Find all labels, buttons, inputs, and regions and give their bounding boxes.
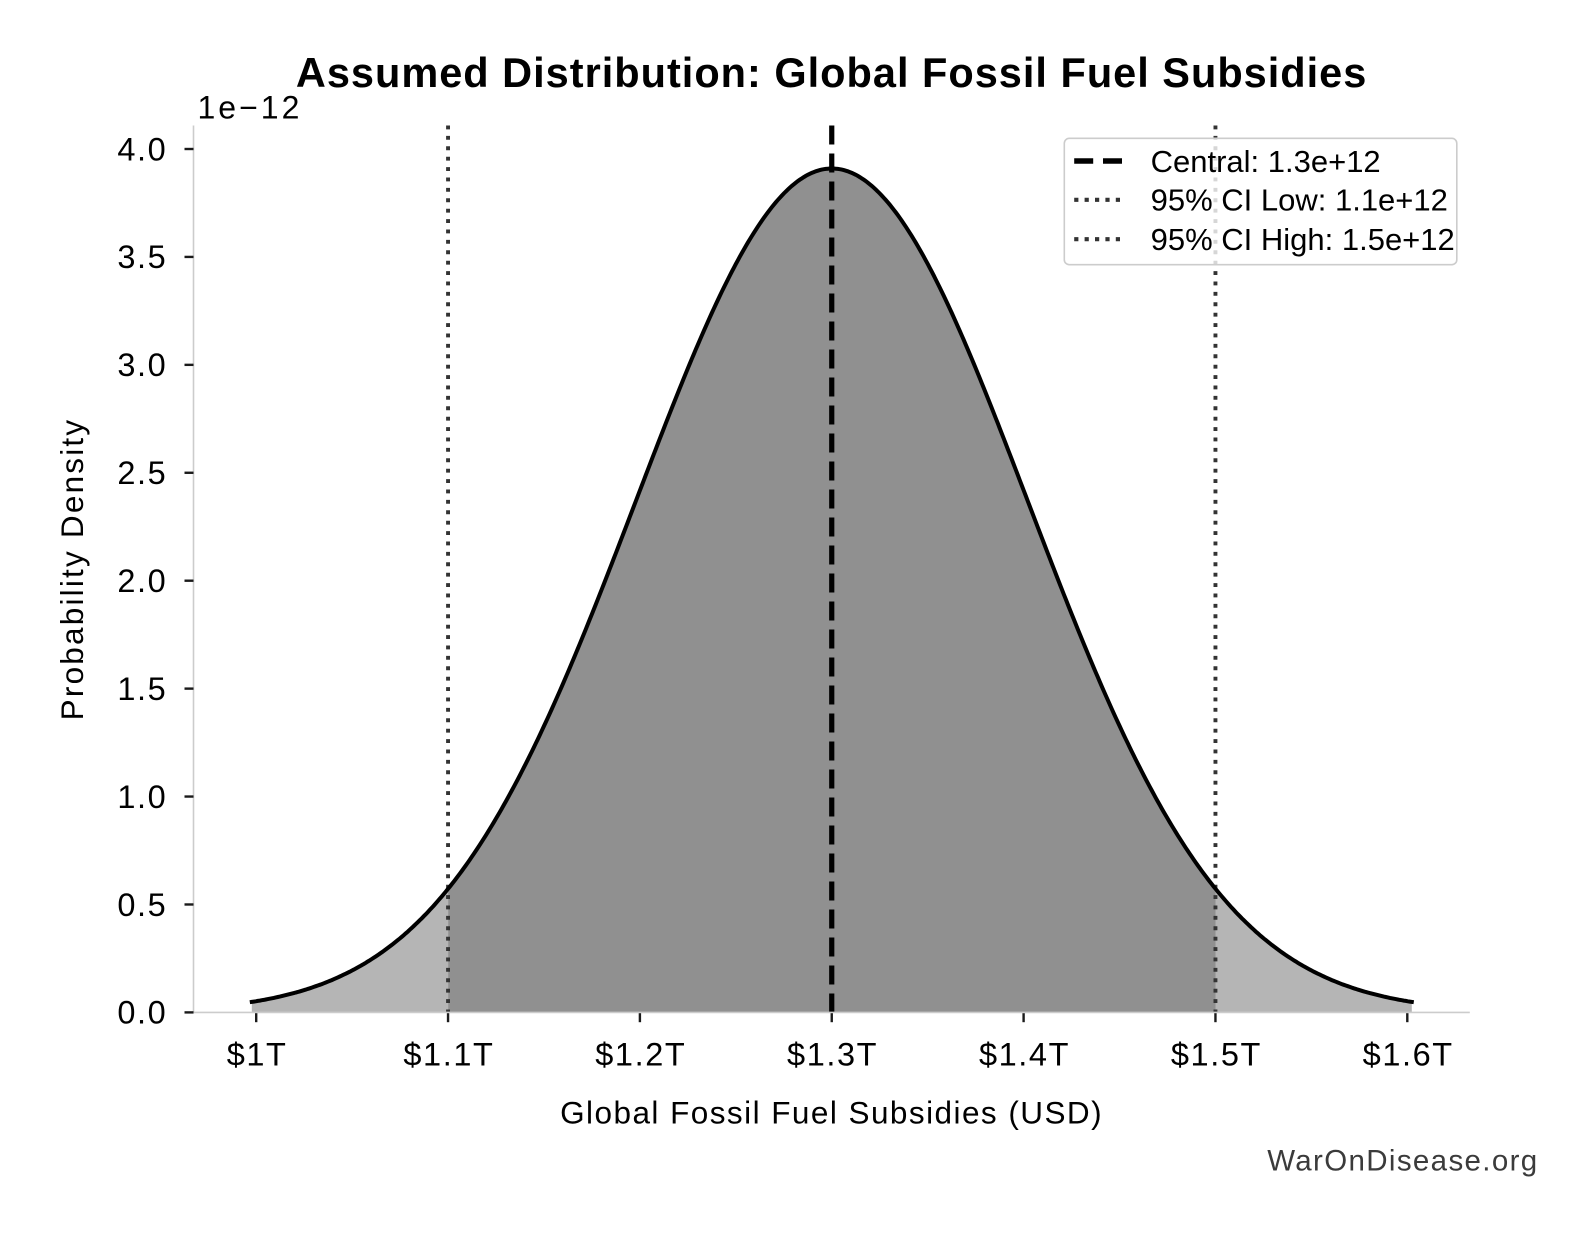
svg-text:1e−12: 1e−12 bbox=[198, 90, 303, 126]
svg-text:$1.4T: $1.4T bbox=[979, 1036, 1070, 1072]
svg-text:$1.6T: $1.6T bbox=[1363, 1036, 1454, 1072]
svg-text:3.0: 3.0 bbox=[117, 347, 167, 383]
svg-text:$1.1T: $1.1T bbox=[403, 1036, 494, 1072]
svg-text:WarOnDisease.org: WarOnDisease.org bbox=[1267, 1144, 1538, 1177]
svg-text:Central: 1.3e+12: Central: 1.3e+12 bbox=[1151, 144, 1381, 179]
svg-text:$1T: $1T bbox=[227, 1036, 288, 1072]
svg-text:$1.3T: $1.3T bbox=[787, 1036, 878, 1072]
svg-text:1.5: 1.5 bbox=[117, 671, 167, 707]
svg-text:95% CI High: 1.5e+12: 95% CI High: 1.5e+12 bbox=[1151, 222, 1455, 257]
svg-text:95% CI Low: 1.1e+12: 95% CI Low: 1.1e+12 bbox=[1151, 183, 1448, 218]
svg-text:$1.5T: $1.5T bbox=[1171, 1036, 1262, 1072]
svg-text:1.0: 1.0 bbox=[117, 779, 167, 815]
svg-text:2.0: 2.0 bbox=[117, 563, 167, 599]
svg-text:2.5: 2.5 bbox=[117, 455, 167, 491]
svg-text:Assumed Distribution: Global F: Assumed Distribution: Global Fossil Fuel… bbox=[296, 49, 1368, 96]
svg-text:$1.2T: $1.2T bbox=[595, 1036, 686, 1072]
svg-text:Probability Density: Probability Density bbox=[54, 418, 90, 721]
svg-text:4.0: 4.0 bbox=[117, 131, 167, 167]
svg-text:Global Fossil Fuel Subsidies (: Global Fossil Fuel Subsidies (USD) bbox=[560, 1095, 1103, 1131]
svg-text:3.5: 3.5 bbox=[117, 239, 167, 275]
svg-text:0.0: 0.0 bbox=[117, 995, 167, 1031]
svg-text:0.5: 0.5 bbox=[117, 887, 167, 923]
